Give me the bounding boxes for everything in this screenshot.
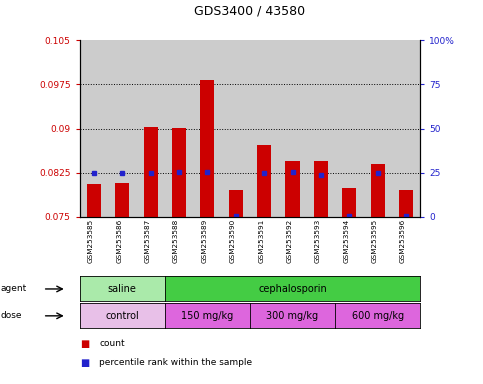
Text: GSM253595: GSM253595 [371, 219, 378, 263]
Text: 300 mg/kg: 300 mg/kg [267, 311, 319, 321]
Bar [115, 183, 129, 217]
Bar [143, 127, 158, 217]
Text: agent: agent [0, 285, 27, 293]
Text: GSM253596: GSM253596 [400, 219, 406, 263]
Text: dose: dose [0, 311, 22, 320]
Bar [342, 187, 356, 217]
Bar [370, 164, 385, 217]
Bar [285, 161, 299, 217]
Bar [87, 184, 101, 217]
Text: ■: ■ [80, 358, 89, 368]
Bar [314, 161, 328, 217]
Text: ■: ■ [80, 339, 89, 349]
Text: GSM253592: GSM253592 [286, 219, 293, 263]
Bar [399, 190, 413, 217]
Text: count: count [99, 339, 125, 348]
Text: 150 mg/kg: 150 mg/kg [181, 311, 233, 321]
Bar [200, 80, 214, 217]
Text: 600 mg/kg: 600 mg/kg [352, 311, 404, 321]
Text: GSM253590: GSM253590 [230, 219, 236, 263]
Bar [228, 190, 243, 217]
Text: percentile rank within the sample: percentile rank within the sample [99, 358, 252, 367]
Text: GSM253586: GSM253586 [116, 219, 122, 263]
Text: GSM253585: GSM253585 [88, 219, 94, 263]
Text: GSM253591: GSM253591 [258, 219, 264, 263]
Text: control: control [105, 311, 139, 321]
Bar [172, 128, 186, 217]
Bar [257, 145, 271, 217]
Text: cephalosporin: cephalosporin [258, 284, 327, 294]
Text: GSM253594: GSM253594 [343, 219, 349, 263]
Text: GDS3400 / 43580: GDS3400 / 43580 [194, 4, 306, 17]
Text: GSM253587: GSM253587 [144, 219, 151, 263]
Text: GSM253588: GSM253588 [173, 219, 179, 263]
Text: GSM253593: GSM253593 [315, 219, 321, 263]
Text: saline: saline [108, 284, 137, 294]
Text: GSM253589: GSM253589 [201, 219, 207, 263]
